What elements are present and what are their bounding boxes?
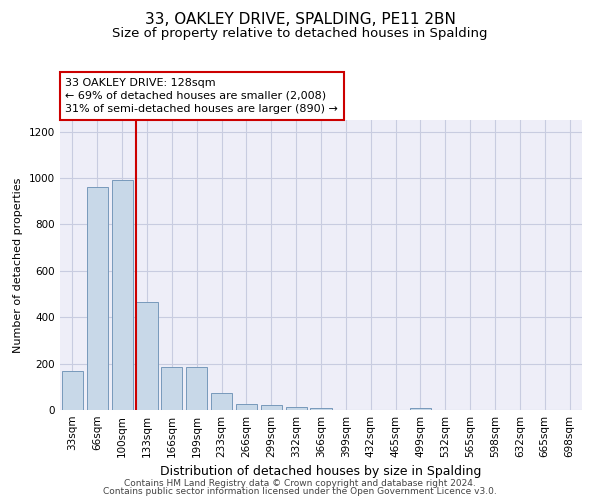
Text: Contains public sector information licensed under the Open Government Licence v3: Contains public sector information licen… [103, 487, 497, 496]
Bar [186, 367, 207, 410]
Text: Contains HM Land Registry data © Crown copyright and database right 2024.: Contains HM Land Registry data © Crown c… [124, 478, 476, 488]
Bar [410, 408, 431, 410]
Bar [136, 302, 158, 410]
Bar [211, 392, 232, 410]
Bar [310, 408, 332, 410]
Text: Size of property relative to detached houses in Spalding: Size of property relative to detached ho… [112, 28, 488, 40]
Text: 33, OAKLEY DRIVE, SPALDING, PE11 2BN: 33, OAKLEY DRIVE, SPALDING, PE11 2BN [145, 12, 455, 28]
Bar [112, 180, 133, 410]
Bar [236, 404, 257, 410]
Bar [161, 367, 182, 410]
Bar [286, 406, 307, 410]
Text: 33 OAKLEY DRIVE: 128sqm
← 69% of detached houses are smaller (2,008)
31% of semi: 33 OAKLEY DRIVE: 128sqm ← 69% of detache… [65, 78, 338, 114]
X-axis label: Distribution of detached houses by size in Spalding: Distribution of detached houses by size … [160, 466, 482, 478]
Bar [62, 370, 83, 410]
Bar [261, 406, 282, 410]
Y-axis label: Number of detached properties: Number of detached properties [13, 178, 23, 352]
Bar [87, 188, 108, 410]
